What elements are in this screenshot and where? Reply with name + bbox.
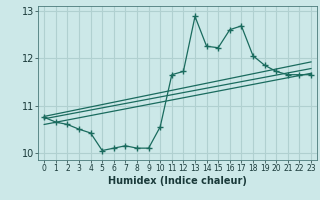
X-axis label: Humidex (Indice chaleur): Humidex (Indice chaleur) <box>108 176 247 186</box>
